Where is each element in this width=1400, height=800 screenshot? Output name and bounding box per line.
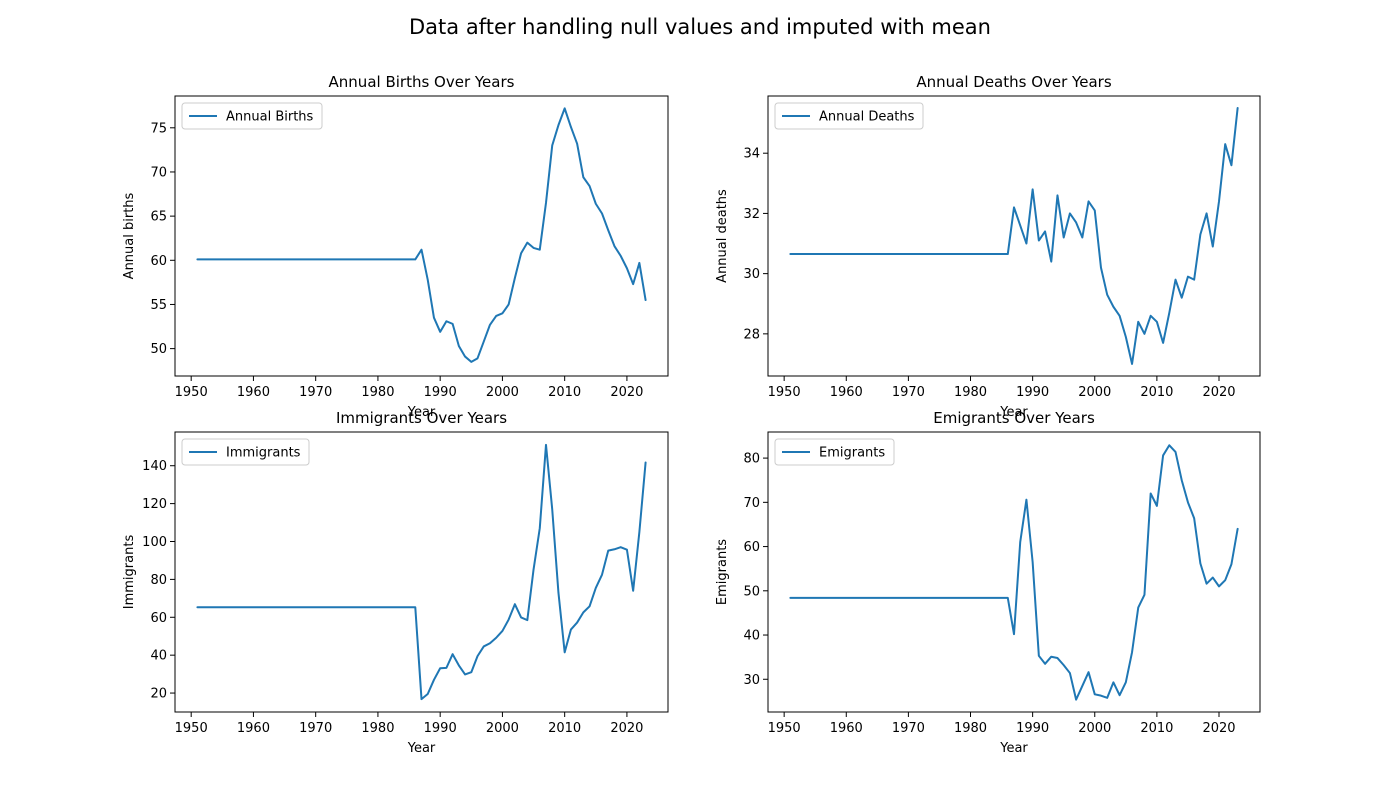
y-tick-label: 32 xyxy=(743,207,760,222)
x-axis-label: Year xyxy=(407,741,436,756)
x-tick-label: 1970 xyxy=(892,385,925,400)
y-tick-label: 70 xyxy=(743,496,760,511)
y-tick-label: 75 xyxy=(150,121,167,136)
subplot-title: Immigrants Over Years xyxy=(336,409,507,427)
y-tick-label: 30 xyxy=(743,267,760,282)
y-axis-label: Annual deaths xyxy=(715,189,730,283)
legend: Emigrants xyxy=(774,438,895,466)
x-tick-label: 1980 xyxy=(954,721,987,736)
x-tick-label: 2000 xyxy=(486,385,519,400)
subplots: Annual Births Over Years 1950 1960 1970 1980… xyxy=(122,73,1261,756)
x-tick-label: 1990 xyxy=(424,721,457,736)
x-tick-label: 1950 xyxy=(768,721,801,736)
series-line xyxy=(789,444,1239,701)
y-tick-label: 40 xyxy=(150,649,167,664)
subplot-title: Emigrants Over Years xyxy=(933,409,1095,427)
x-tick-label: 2020 xyxy=(1202,385,1235,400)
x-tick-label: 2000 xyxy=(1078,385,1111,400)
x-tick-label: 1970 xyxy=(299,721,332,736)
series-line xyxy=(196,443,647,701)
figure-suptitle: Data after handling null values and impu… xyxy=(409,15,991,39)
x-tick-label: 1960 xyxy=(237,721,270,736)
subplot-title: Annual Deaths Over Years xyxy=(916,73,1111,91)
legend: Immigrants xyxy=(181,438,310,466)
y-tick-label: 100 xyxy=(142,535,167,550)
legend-frame xyxy=(181,102,323,130)
axes-frame xyxy=(174,95,669,377)
legend-frame xyxy=(774,102,924,130)
x-tick-label: 2010 xyxy=(548,721,581,736)
x-tick-label: 2000 xyxy=(1078,721,1111,736)
legend: Annual Births xyxy=(181,102,323,130)
y-axis-label: Emigrants xyxy=(715,539,730,605)
legend-frame xyxy=(774,438,895,466)
subplot-4: Emigrants Over Years 1950 1960 1970 1980 1990… xyxy=(715,409,1261,756)
x-tick-label: 1950 xyxy=(768,385,801,400)
y-tick-label: 50 xyxy=(150,342,167,357)
y-tick-label: 140 xyxy=(142,459,167,474)
y-tick-label: 30 xyxy=(743,673,760,688)
x-axis-label: Year xyxy=(999,741,1028,756)
x-tick-label: 1990 xyxy=(424,385,457,400)
series-line xyxy=(789,107,1239,365)
y-tick-label: 80 xyxy=(743,452,760,467)
y-tick-label: 80 xyxy=(150,573,167,588)
x-tick-label: 1980 xyxy=(361,721,394,736)
y-tick-label: 55 xyxy=(150,298,167,313)
y-tick-label: 60 xyxy=(150,254,167,269)
x-tick-label: 2010 xyxy=(548,385,581,400)
y-axis-label: Annual births xyxy=(122,192,137,279)
x-tick-label: 2000 xyxy=(486,721,519,736)
y-tick-label: 34 xyxy=(743,147,760,162)
x-tick-label: 1990 xyxy=(1016,721,1049,736)
x-tick-label: 2020 xyxy=(610,385,643,400)
x-axis-label: Year xyxy=(999,405,1028,420)
legend-frame xyxy=(181,438,310,466)
x-tick-label: 1980 xyxy=(954,385,987,400)
legend-entry: Annual Births xyxy=(226,110,314,125)
subplot-1: Annual Births Over Years 1950 1960 1970 1980… xyxy=(122,73,669,420)
x-tick-label: 1950 xyxy=(175,385,208,400)
axes-frame xyxy=(174,431,669,713)
x-tick-label: 2020 xyxy=(610,721,643,736)
y-tick-label: 50 xyxy=(743,584,760,599)
x-tick-label: 1970 xyxy=(299,385,332,400)
x-tick-label: 2010 xyxy=(1140,721,1173,736)
y-tick-label: 20 xyxy=(150,687,167,702)
x-tick-label: 1960 xyxy=(830,721,863,736)
legend: Annual Deaths xyxy=(774,102,924,130)
x-tick-label: 1960 xyxy=(237,385,270,400)
y-tick-label: 60 xyxy=(150,611,167,626)
y-tick-label: 70 xyxy=(150,165,167,180)
subplot-title: Annual Births Over Years xyxy=(329,73,515,91)
x-tick-label: 1980 xyxy=(361,385,394,400)
x-tick-label: 1970 xyxy=(892,721,925,736)
y-tick-label: 120 xyxy=(142,497,167,512)
legend-entry: Annual Deaths xyxy=(819,110,915,125)
x-tick-label: 1990 xyxy=(1016,385,1049,400)
y-axis-label: Immigrants xyxy=(122,535,137,610)
subplot-3: Immigrants Over Years 1950 1960 1970 1980 199… xyxy=(122,409,669,756)
y-tick-label: 40 xyxy=(743,629,760,644)
y-tick-label: 60 xyxy=(743,540,760,555)
legend-entry: Emigrants xyxy=(819,446,885,461)
series-line xyxy=(196,107,647,363)
x-tick-label: 1960 xyxy=(830,385,863,400)
axes-frame xyxy=(767,431,1261,713)
legend-entry: Immigrants xyxy=(226,446,301,461)
subplot-2: Annual Deaths Over Years 1950 1960 1970 1980… xyxy=(715,73,1261,420)
x-tick-label: 2010 xyxy=(1140,385,1173,400)
y-tick-label: 65 xyxy=(150,210,167,225)
y-tick-label: 28 xyxy=(743,327,760,342)
axes-frame xyxy=(767,95,1261,377)
x-axis-label: Year xyxy=(407,405,436,420)
x-tick-label: 2020 xyxy=(1202,721,1235,736)
x-tick-label: 1950 xyxy=(175,721,208,736)
